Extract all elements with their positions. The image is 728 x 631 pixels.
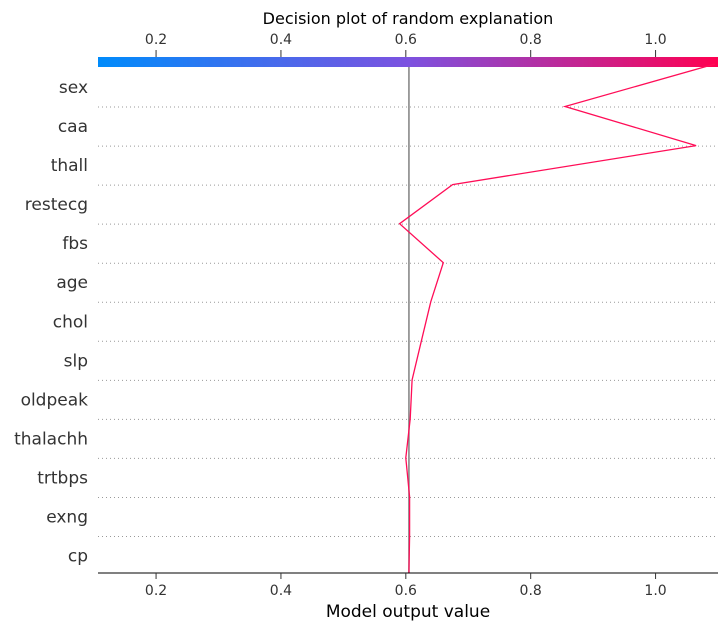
feature-label-thall: thall [51,156,88,176]
feature-label-caa: caa [58,117,88,137]
top-tick-label: 0.4 [270,32,292,48]
top-tick-label: 1.0 [644,32,666,48]
bottom-tick-label: 0.4 [270,583,292,599]
top-tick-label: 0.8 [520,32,542,48]
top-axis-ticks: 0.2 0.4 0.6 0.8 1.0 [145,32,667,57]
feature-label-exng: exng [46,507,88,527]
bottom-tick-label: 1.0 [644,583,666,599]
feature-gridlines [98,106,718,537]
x-axis-label: Model output value [326,602,490,622]
feature-label-chol: chol [53,312,88,332]
top-tick-label: 0.6 [395,32,417,48]
bottom-axis-ticks: 0.2 0.4 0.6 0.8 1.0 [145,573,667,599]
bottom-tick-label: 0.6 [395,583,417,599]
colorbar [98,57,718,67]
bottom-tick-label: 0.8 [520,583,542,599]
decision-line [398,63,716,574]
chart-title: Decision plot of random explanation [263,9,554,28]
feature-label-restecg: restecg [25,195,88,215]
feature-label-thalachh: thalachh [14,429,88,449]
bottom-tick-label: 0.2 [145,583,167,599]
feature-label-cp: cp [68,547,88,567]
feature-label-trtbps: trtbps [37,468,88,488]
feature-label-oldpeak: oldpeak [21,390,89,410]
top-tick-label: 0.2 [145,32,167,48]
feature-label-age: age [56,273,88,293]
feature-labels: sex caa thall restecg fbs age chol slp oldpeak th… [14,78,88,566]
feature-label-slp: slp [64,351,88,371]
feature-label-fbs: fbs [62,234,88,254]
feature-label-sex: sex [59,78,88,98]
